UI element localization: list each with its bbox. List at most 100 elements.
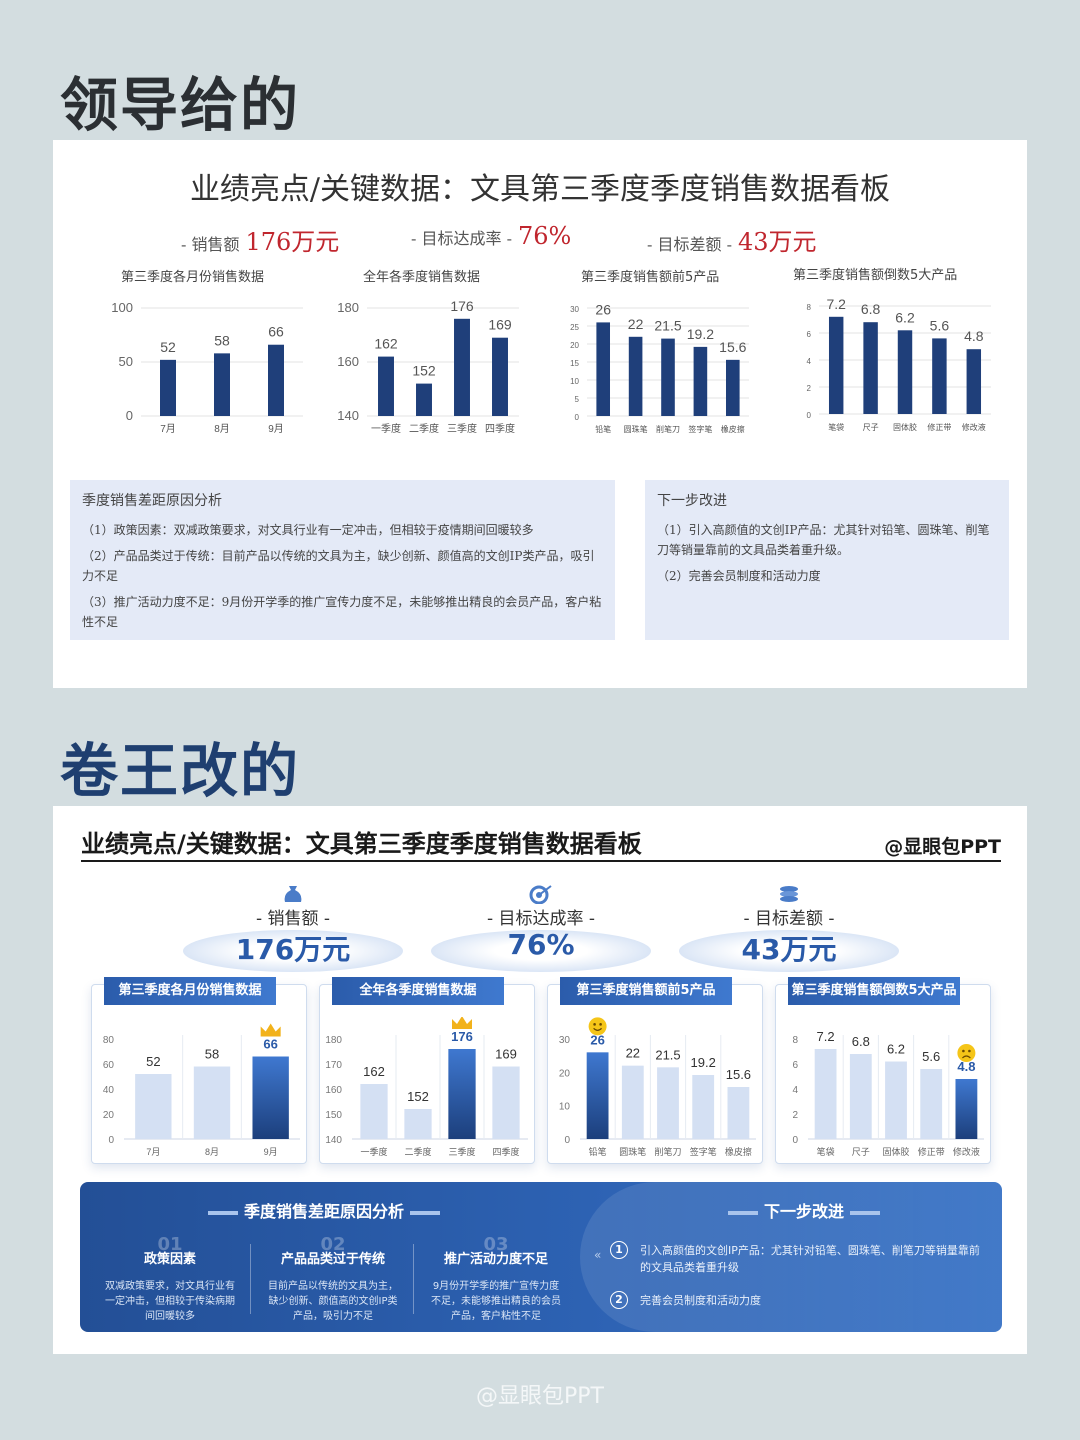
reason-text: 双减政策要求，对文具行业有一定冲击，但相较于传染病期间回暖较多: [105, 1281, 235, 1322]
original-dashboard: 业绩亮点/关键数据：文具第三季度季度销售数据看板 - 销售额 176万元 - 目标…: [53, 140, 1027, 688]
x-tick-label: 固体胶: [893, 422, 917, 432]
divider: [250, 1244, 251, 1314]
y-tick-label: 140: [337, 408, 359, 423]
x-tick-label: 三季度: [447, 422, 477, 435]
data-label: 19.2: [691, 1055, 716, 1070]
bar: [193, 1066, 231, 1139]
chart-quarterly-svg: 140 160 180 162 一季度 152 二季度 176 三季度 169 四季度: [337, 298, 519, 435]
kpi-value: 76%: [507, 928, 575, 961]
data-label: 6.2: [887, 1042, 905, 1057]
chart-bottom5-svg: 0 2 4 6 8 7.2 笔袋 6.8 尺子 6.2 固体胶 5.6 修正带 4.8 修改液: [792, 1029, 984, 1157]
chart-top5-svg: 0 10 20 30 26 铅笔 22 圆珠笔 21.5 削笔刀 19.2 签字笔 15.6 橡皮擦: [559, 1017, 756, 1157]
analysis-item: （1）政策因素：双减政策要求，对文具行业有一定冲击，但相较于疫情期间回暖较多: [82, 523, 534, 537]
kpi-sales: - 销售额 176万元: [181, 222, 339, 257]
y-tick-label: 5: [575, 395, 580, 404]
data-label: 21.5: [654, 318, 681, 334]
analysis-box: 季度销售差距原因分析 （1）政策因素：双减政策要求，对文具行业有一定冲击，但相较…: [70, 480, 615, 640]
next-step-text: 完善会员制度和活动力度: [640, 1294, 761, 1307]
next-steps-box: 下一步改进 （1）引入高颜值的文创IP产品：尤其针对铅笔、圆珠笔、削笔刀等销量靠…: [645, 480, 1009, 640]
chart-title: 全年各季度销售数据: [363, 270, 481, 285]
coins-icon: [780, 886, 798, 902]
data-label: 19.2: [687, 326, 714, 342]
bar: [828, 316, 844, 414]
data-label: 7.2: [817, 1029, 835, 1044]
y-tick-label: 180: [325, 1035, 342, 1046]
bar: [416, 383, 432, 416]
y-tick-label: 150: [325, 1110, 342, 1121]
data-label: 22: [628, 316, 644, 332]
y-tick-label: 6: [792, 1060, 798, 1071]
data-label: 152: [407, 1089, 429, 1104]
x-tick-label: 削笔刀: [656, 424, 680, 434]
reason-item: 02 产品品类过于传统 目前产品以传统的文具为主，缺少创新、颜值高的文创IP类产…: [265, 1236, 401, 1324]
bar: [966, 349, 982, 414]
divider: [413, 1244, 414, 1314]
number-circle-icon: 1: [610, 1241, 628, 1259]
data-label: 58: [205, 1047, 219, 1062]
y-tick-label: 0: [807, 411, 812, 420]
bar: [135, 1074, 172, 1139]
bar: [932, 338, 947, 414]
emoji-eye: [968, 1049, 971, 1053]
x-tick-label: 笔袋: [828, 422, 844, 432]
redesigned-dashboard: 业绩亮点/关键数据：文具第三季度季度销售数据看板 @显眼包PPT - 销售额 -…: [53, 806, 1027, 1354]
next-step-item: （2）完善会员制度和活动力度: [657, 569, 821, 583]
reason-number: 03: [483, 1234, 509, 1255]
x-tick-label: 二季度: [409, 422, 439, 435]
data-label: 169: [488, 317, 512, 333]
bar: [492, 337, 508, 416]
bar: [693, 346, 708, 416]
y-tick-label: 20: [570, 341, 579, 350]
y-tick-label: 8: [807, 303, 812, 312]
x-tick-label: 橡皮擦: [721, 424, 745, 434]
x-tick-label: 固体胶: [882, 1146, 909, 1157]
x-tick-label: 尺子: [852, 1147, 870, 1157]
next-steps-oval: [580, 1182, 1002, 1332]
y-tick-label: 80: [103, 1035, 115, 1046]
kpi-label: - 目标达成率 -: [411, 229, 512, 248]
kpi-gap: - 目标差额 - 43万元: [647, 222, 817, 257]
kpi-value: 176万元: [245, 228, 340, 256]
x-tick-label: 削笔刀: [654, 1146, 681, 1157]
y-tick-label: 20: [559, 1068, 571, 1079]
x-tick-label: 8月: [205, 1147, 219, 1157]
data-label: 26: [595, 301, 611, 317]
x-tick-label: 修正带: [927, 422, 951, 432]
bar: [920, 1069, 943, 1139]
bar: [849, 1054, 872, 1139]
bar: [725, 359, 740, 416]
x-tick-label: 四季度: [485, 422, 515, 435]
y-tick-label: 0: [126, 408, 133, 423]
bar: [252, 1056, 289, 1139]
reason-text: 9月份开学季的推广宣传力度不足，未能够推出精良的会员产品，客户粘性不足: [431, 1281, 561, 1322]
bar: [160, 359, 176, 416]
kpi-label: - 销售额 -: [255, 909, 331, 929]
data-label: 6.2: [895, 309, 915, 325]
data-label: 58: [214, 332, 230, 348]
kpi-rate-card: - 目标达成率 - 76%: [431, 884, 651, 974]
watermark: @显眼包PPT: [476, 1384, 604, 1409]
bar: [378, 356, 394, 416]
x-tick-label: 铅笔: [589, 1146, 607, 1157]
data-label: 5.6: [930, 317, 950, 333]
section-title-before: 领导给的: [60, 71, 301, 139]
reason-number: 01: [157, 1234, 183, 1255]
data-label: 169: [495, 1047, 517, 1062]
data-label: 6.8: [861, 301, 881, 317]
dashboard-title: 业绩亮点/关键数据：文具第三季度季度销售数据看板: [81, 830, 642, 858]
title-underline: [81, 860, 1001, 862]
y-tick-label: 30: [559, 1035, 571, 1046]
bar: [360, 1084, 388, 1139]
bar: [268, 344, 284, 416]
y-tick-label: 0: [108, 1135, 114, 1146]
bar: [596, 322, 611, 416]
chart-card-top5: 第三季度销售额前5产品 0 10 20 30 26 铅笔 22 圆珠笔 21.5 削笔刀 19.2 签…: [547, 977, 763, 1164]
y-tick-label: 10: [570, 377, 579, 386]
y-tick-label: 15: [570, 359, 579, 368]
x-tick-label: 签字笔: [690, 1146, 717, 1157]
insight-banner: 季度销售差距原因分析 下一步改进 01 政策因素 双减政策要求，对文具行业有一定…: [80, 1182, 1002, 1332]
data-label: 176: [450, 298, 474, 314]
bar: [885, 1061, 907, 1139]
analysis-title: 季度销售差距原因分析: [82, 493, 222, 509]
emoji-eye: [593, 1023, 596, 1026]
